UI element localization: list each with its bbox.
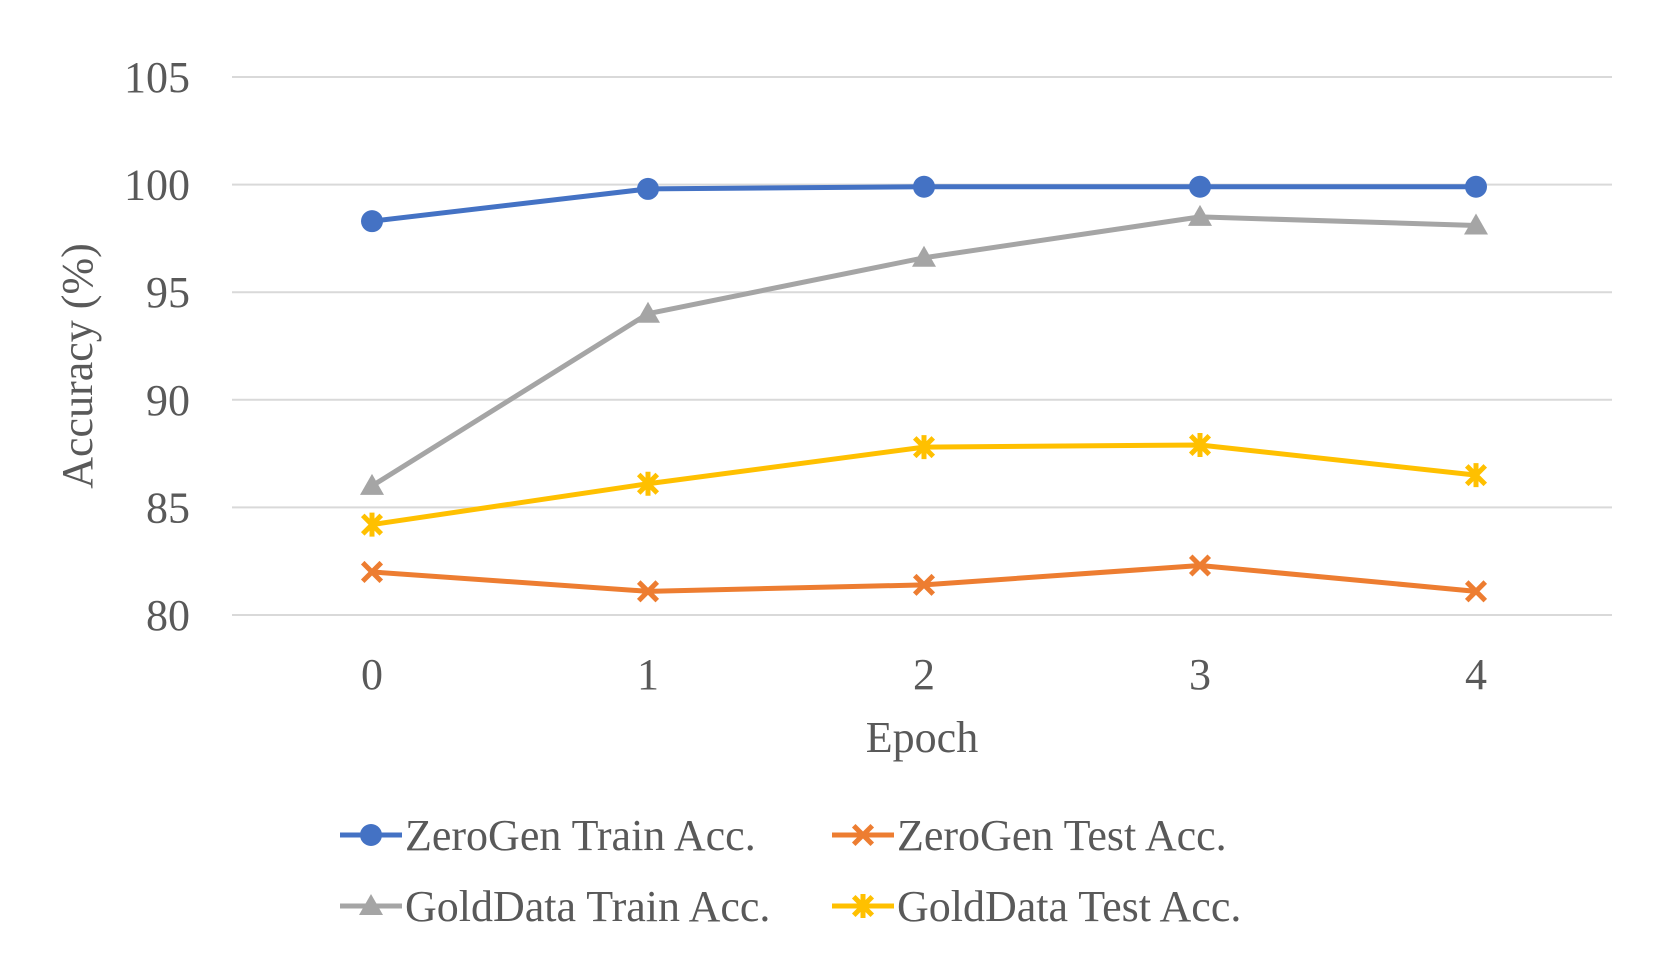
legend-item: GoldData Train Acc.	[340, 882, 770, 931]
y-axis-ticks: 80 85 90 95 100 105	[124, 53, 190, 640]
data-point	[1188, 204, 1212, 226]
x-tick-label: 0	[361, 650, 383, 699]
data-point	[1465, 175, 1487, 198]
data-point	[360, 473, 384, 495]
data-point	[637, 177, 659, 200]
legend-item: GoldData Test Acc.	[832, 882, 1241, 931]
series-golddata-test-acc	[360, 432, 1488, 537]
y-tick-label: 95	[146, 268, 190, 317]
legend-label: ZeroGen Test Acc.	[897, 811, 1227, 860]
data-point	[1188, 554, 1212, 577]
gridlines	[232, 76, 1612, 616]
series-layer	[360, 175, 1488, 603]
data-point	[360, 512, 384, 537]
series-golddata-train-acc	[360, 204, 1488, 495]
data-point	[636, 471, 660, 496]
y-tick-label: 105	[124, 53, 190, 102]
data-point	[1464, 580, 1488, 603]
data-point	[912, 245, 936, 267]
series-zerogen-test-acc	[360, 554, 1488, 603]
legend-label: ZeroGen Train Acc.	[405, 811, 756, 860]
x-tick-label: 1	[637, 650, 659, 699]
y-tick-label: 100	[124, 161, 190, 210]
x-tick-label: 3	[1189, 650, 1211, 699]
data-point	[1464, 213, 1488, 235]
data-point	[1189, 175, 1211, 198]
series-zerogen-train-acc	[361, 175, 1487, 233]
data-point	[361, 210, 383, 233]
data-point	[636, 580, 660, 603]
x-axis-ticks: 0 1 2 3 4	[361, 650, 1487, 699]
data-point	[1464, 463, 1488, 488]
legend-label: GoldData Train Acc.	[405, 882, 770, 931]
x-tick-label: 4	[1465, 650, 1487, 699]
data-point	[359, 894, 383, 915]
data-point	[636, 301, 660, 323]
data-point	[360, 824, 382, 846]
data-point	[851, 823, 875, 847]
y-axis-label: Accuracy (%)	[53, 243, 102, 489]
y-tick-label: 90	[146, 376, 190, 425]
y-tick-label: 80	[146, 591, 190, 640]
data-point	[913, 175, 935, 198]
legend: ZeroGen Train Acc. ZeroGen Test Acc. GoldD…	[340, 811, 1241, 931]
data-point	[360, 560, 384, 583]
x-tick-label: 2	[913, 650, 935, 699]
data-point	[912, 435, 936, 460]
data-point	[851, 894, 875, 918]
legend-item: ZeroGen Train Acc.	[340, 811, 756, 860]
x-axis-label: Epoch	[866, 713, 978, 762]
legend-label: GoldData Test Acc.	[897, 882, 1241, 931]
legend-item: ZeroGen Test Acc.	[832, 811, 1227, 860]
y-tick-label: 85	[146, 483, 190, 532]
data-point	[1188, 432, 1212, 457]
data-point	[912, 573, 936, 596]
